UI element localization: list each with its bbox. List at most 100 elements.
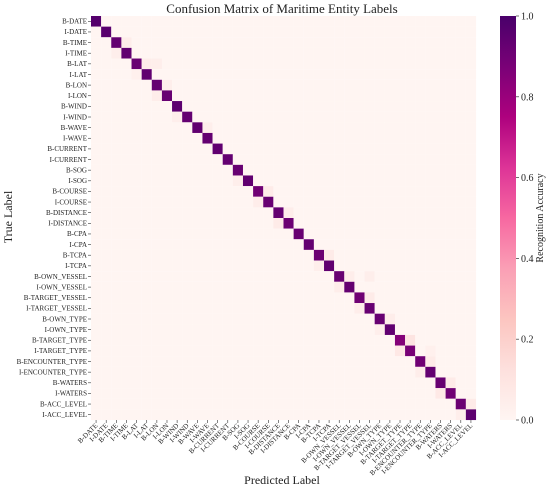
heatmap-cell	[121, 101, 132, 112]
heatmap-cell	[283, 324, 294, 335]
heatmap-cell	[111, 281, 122, 293]
heatmap-cell	[222, 303, 233, 314]
heatmap-cell	[364, 69, 375, 80]
heatmap-cell	[344, 143, 355, 155]
heatmap-cell	[192, 58, 203, 70]
heatmap-cell	[253, 303, 264, 314]
colorbar	[500, 16, 516, 420]
heatmap-cell	[283, 122, 294, 133]
heatmap-cell	[303, 292, 314, 304]
heatmap-cell	[354, 58, 365, 70]
heatmap-cell	[324, 271, 335, 282]
heatmap-cell	[101, 186, 112, 197]
heatmap-cell	[151, 303, 162, 314]
heatmap-cell	[212, 334, 223, 346]
heatmap-cell	[182, 356, 193, 367]
heatmap-cell	[435, 334, 446, 346]
heatmap-cell	[293, 58, 304, 70]
heatmap-cell	[334, 154, 345, 165]
heatmap-cell	[354, 196, 365, 208]
heatmap-cell	[253, 207, 264, 219]
heatmap-cell	[212, 90, 223, 102]
heatmap-cell	[111, 111, 122, 123]
heatmap-cell	[303, 281, 314, 293]
heatmap-cell	[232, 207, 244, 219]
heatmap-cell	[242, 260, 254, 272]
heatmap-cell	[465, 79, 477, 91]
heatmap-cell	[263, 164, 274, 176]
heatmap-cell	[405, 26, 416, 38]
heatmap-cell	[364, 186, 375, 197]
heatmap-cell	[405, 90, 416, 102]
heatmap-cell	[465, 196, 477, 208]
heatmap-cell	[425, 122, 436, 133]
heatmap-cell	[242, 313, 254, 325]
heatmap-cell	[242, 356, 254, 367]
heatmap-cell	[131, 324, 142, 335]
heatmap-cell	[324, 164, 335, 176]
heatmap-cell	[364, 377, 375, 389]
heatmap-cell	[344, 303, 355, 314]
heatmap-cell	[465, 260, 477, 272]
heatmap-cell	[242, 101, 254, 112]
heatmap-cell	[263, 186, 274, 197]
heatmap-cell	[91, 90, 102, 102]
heatmap-cell	[354, 324, 365, 335]
heatmap-cell	[283, 175, 294, 187]
heatmap-cell	[161, 303, 173, 314]
heatmap-cell	[121, 249, 132, 261]
heatmap-cell	[131, 207, 142, 219]
heatmap-cell	[354, 292, 365, 304]
heatmap-cell	[212, 218, 223, 229]
heatmap-cell	[172, 69, 183, 80]
heatmap-cell	[435, 388, 446, 399]
heatmap-cell	[405, 239, 416, 250]
heatmap-cell	[455, 292, 466, 304]
heatmap-cell	[121, 324, 132, 335]
heatmap-cell	[121, 37, 132, 48]
heatmap-cell	[334, 334, 345, 346]
heatmap-cell	[334, 249, 345, 261]
heatmap-cell	[445, 47, 456, 59]
heatmap-cell	[141, 154, 152, 165]
heatmap-cell	[374, 175, 385, 187]
heatmap-cell	[455, 143, 466, 155]
heatmap-cell	[324, 186, 335, 197]
heatmap-cell	[293, 101, 304, 112]
heatmap-cell	[344, 26, 355, 38]
heatmap-cell	[354, 132, 365, 144]
heatmap-cell	[334, 37, 345, 48]
heatmap-cell	[425, 324, 436, 335]
heatmap-cell	[172, 388, 183, 399]
heatmap-cell	[253, 249, 264, 261]
heatmap-cell	[263, 111, 274, 123]
heatmap-cell	[303, 47, 314, 59]
heatmap-cell	[212, 132, 223, 144]
heatmap-cell	[263, 58, 274, 70]
heatmap-cell	[151, 186, 162, 197]
heatmap-cell	[415, 186, 426, 197]
heatmap-cell	[253, 90, 264, 102]
heatmap-cell	[455, 271, 466, 282]
heatmap-cell	[192, 260, 203, 272]
heatmap-cell	[101, 47, 112, 59]
heatmap-cell	[283, 239, 294, 250]
heatmap-cell	[425, 239, 436, 250]
heatmap-cell	[303, 111, 314, 123]
heatmap-cell	[151, 345, 162, 357]
heatmap-cell	[212, 324, 223, 335]
y-tick-label: B-DATE	[62, 18, 87, 26]
heatmap-cell	[313, 132, 325, 144]
heatmap-cell	[161, 90, 173, 102]
heatmap-cell	[465, 122, 477, 133]
heatmap-cell	[182, 37, 193, 48]
heatmap-cell	[425, 228, 436, 240]
heatmap-cell	[283, 388, 294, 399]
heatmap-cell	[364, 207, 375, 219]
heatmap-cell	[242, 398, 254, 410]
heatmap-cell	[101, 207, 112, 219]
heatmap-cell	[131, 249, 142, 261]
heatmap-cell	[324, 207, 335, 219]
heatmap-cell	[283, 377, 294, 389]
y-tick-label: I-CPA	[69, 241, 87, 249]
